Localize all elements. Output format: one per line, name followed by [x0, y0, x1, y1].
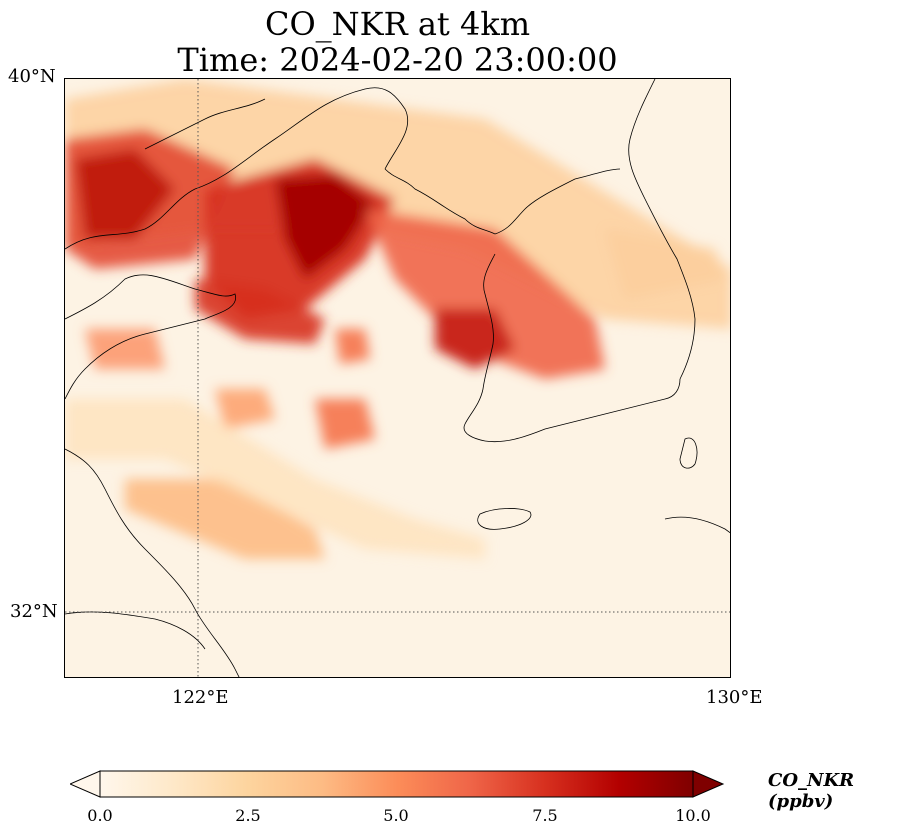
plume-hotspot-korea-west: [435, 309, 515, 369]
jeju-island: [477, 508, 532, 530]
coastline-north-korea-west: [494, 168, 621, 235]
blob-korea-east: [605, 229, 725, 299]
map-plot-area: [64, 78, 731, 678]
coastline-liaodong: [384, 168, 496, 235]
blob-south-1: [215, 389, 275, 429]
colorbar-tick-10: 10.0: [675, 806, 711, 825]
colorbar-tick-5: 5.0: [383, 806, 409, 825]
japan-coast: [664, 516, 730, 534]
blob-south-3: [335, 329, 370, 364]
plume-band-north: [65, 79, 730, 329]
coastline-china-east: [65, 448, 240, 677]
blob-southwest-band: [125, 479, 325, 559]
plume-hook-south: [195, 279, 325, 344]
colorbar: [70, 770, 725, 798]
colorbar-tick-0: 0.0: [87, 806, 113, 825]
map-canvas: [65, 79, 730, 677]
blob-south-wide: [65, 399, 485, 559]
colorbar-tick-7-5: 7.5: [532, 806, 558, 825]
colorbar-tick-2-5: 2.5: [235, 806, 261, 825]
colorbar-extend-low: [70, 770, 101, 798]
plume-max-upper-left: [75, 149, 175, 239]
coastline-shandong: [65, 274, 236, 400]
map-subtitle-time: Time: 2024-02-20 23:00:00: [177, 41, 618, 79]
coastline-china-north: [65, 87, 409, 250]
lon-tick-122E: 122°E: [172, 687, 229, 708]
lat-tick-40N: 40°N: [8, 66, 56, 87]
lat-tick-32N: 32°N: [10, 601, 58, 622]
blob-west-1: [85, 329, 165, 369]
coastline-korea-west: [463, 253, 496, 442]
lon-tick-130E: 130°E: [706, 687, 763, 708]
coastline-bohai: [144, 98, 266, 150]
colorbar-label: CO_NKR (ppbv): [768, 770, 855, 812]
plume-max-central: [275, 174, 375, 279]
blob-south-2: [315, 399, 375, 449]
colorbar-extend-high: [692, 770, 725, 798]
gridlines: [65, 79, 730, 677]
map-title: CO_NKR at 4km: [264, 5, 531, 43]
colorbar-gradient: [99, 770, 694, 798]
coastline-korea-east: [628, 79, 696, 380]
coastline-korea-south: [484, 378, 681, 443]
island-east: [679, 437, 698, 469]
